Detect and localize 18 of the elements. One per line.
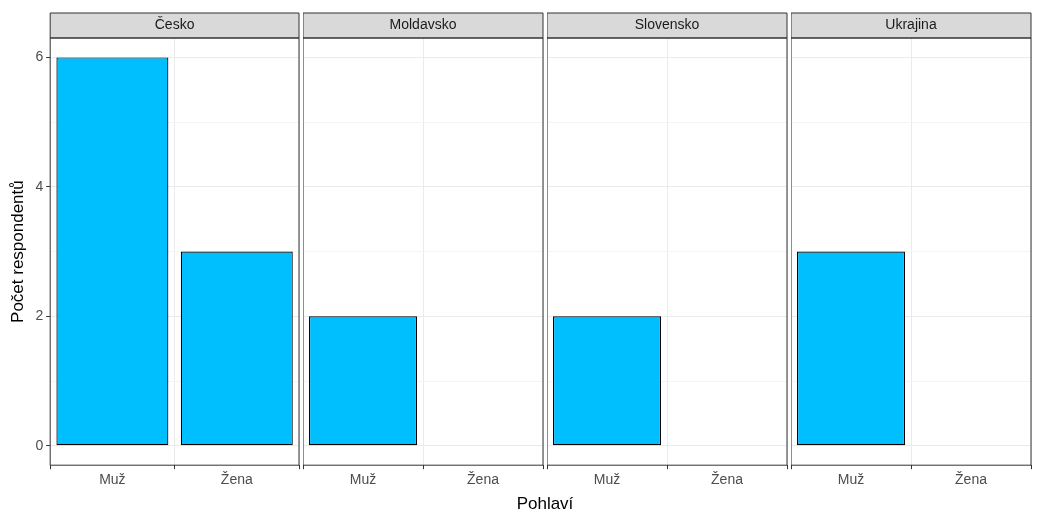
y-tick-label: 0 [35,436,44,453]
x-tick-label: Muž [349,471,377,488]
x-tick-label: Žena [955,471,988,488]
y-tick-label: 6 [35,48,44,65]
y-tick-label: 4 [35,177,44,194]
y-axis-title: Počet respondentů [7,180,27,323]
chart-title: Ukrajina [885,16,937,33]
x-tick-label: Muž [99,471,126,488]
x-tick-label: Žena [711,471,744,488]
chart-title: Slovensko [634,16,700,33]
y-tick-label: 2 [35,307,44,324]
x-tick-label: Muž [593,471,621,488]
x-tick-label: Muž [837,471,865,488]
x-tick-label: Žena [467,471,500,488]
x-tick-label: Žena [220,471,253,488]
chart-title: Moldavsko [389,16,457,33]
chart-title: Česko [154,16,195,33]
x-axis-title: Pohlaví [515,494,575,514]
